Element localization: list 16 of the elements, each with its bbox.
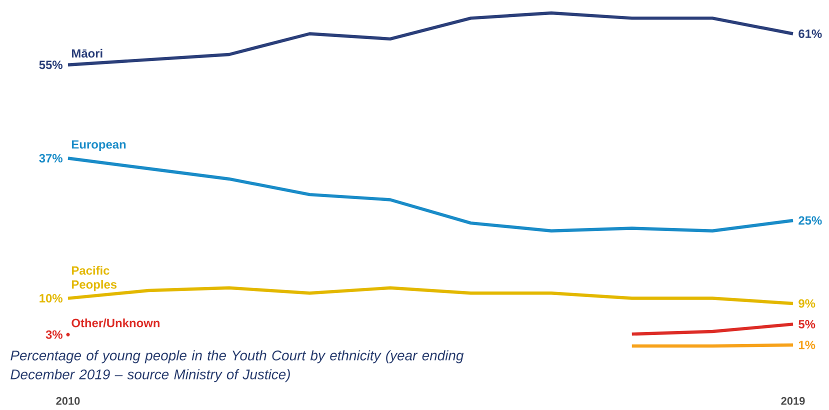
series-label: Māori <box>72 48 102 58</box>
data-label: 9% <box>798 299 816 308</box>
data-label: 55% <box>39 60 62 70</box>
series-label: European <box>72 140 126 152</box>
data-label: 61% <box>798 30 822 38</box>
data-label: 25% <box>798 216 822 225</box>
text: Percentage of young people in the Youth Court by ethnicity (year ending December 2019 – source Ministry of Justice) <box>10 350 464 382</box>
data-label: 10% <box>40 294 62 303</box>
series-label: Other/Unknown <box>72 318 160 328</box>
series-label: Pacific Peoples <box>72 266 117 292</box>
data-label: 1% <box>798 340 816 350</box>
data-label: 37% <box>39 154 62 162</box>
data-label: 5% <box>798 320 816 328</box>
x-tick-label: 2010 <box>56 397 80 405</box>
data-label: 3% <box>46 330 62 339</box>
x-tick-label: 2019 <box>781 397 805 405</box>
